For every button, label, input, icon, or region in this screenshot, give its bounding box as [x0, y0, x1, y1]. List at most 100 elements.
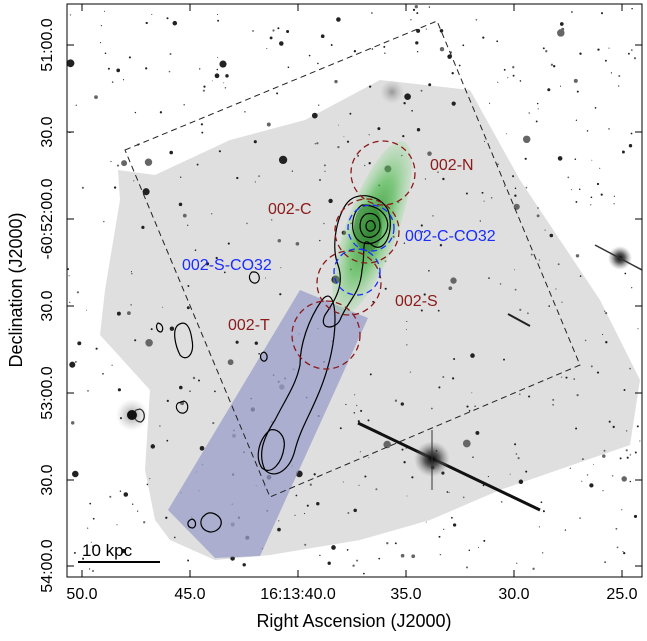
star — [608, 128, 610, 130]
star — [100, 25, 103, 27]
star — [602, 454, 606, 458]
star — [211, 80, 213, 82]
star — [265, 277, 267, 279]
star — [142, 188, 150, 196]
x-tick-label: 16:13:40.0 — [260, 586, 336, 603]
star — [67, 59, 75, 68]
star — [403, 102, 406, 105]
star — [597, 48, 600, 51]
star — [522, 135, 531, 144]
star — [451, 516, 453, 519]
star — [428, 6, 431, 8]
star — [447, 54, 452, 59]
star — [528, 112, 530, 114]
star — [199, 445, 205, 451]
star — [121, 160, 128, 167]
star — [555, 288, 557, 290]
star — [515, 562, 518, 565]
star — [89, 502, 92, 505]
star — [316, 142, 319, 145]
star — [500, 501, 503, 503]
star — [428, 83, 432, 87]
star — [576, 90, 579, 93]
star — [482, 36, 485, 39]
star — [483, 140, 486, 142]
star — [353, 50, 357, 53]
star — [182, 213, 187, 218]
star — [637, 328, 639, 330]
star — [613, 203, 615, 205]
star — [242, 563, 246, 567]
star — [277, 27, 280, 30]
star — [342, 481, 344, 483]
star — [199, 68, 201, 70]
star — [216, 68, 219, 71]
star — [202, 89, 205, 92]
star — [73, 551, 76, 554]
star — [576, 393, 579, 397]
star — [593, 463, 595, 465]
star — [499, 283, 502, 285]
star — [69, 14, 72, 16]
star — [254, 181, 256, 183]
star — [102, 372, 104, 375]
label-002-n: 002-N — [430, 157, 474, 174]
star — [604, 310, 606, 312]
star — [357, 420, 360, 423]
star — [414, 5, 418, 9]
star — [70, 421, 75, 425]
star — [411, 109, 413, 112]
star — [353, 412, 356, 414]
star — [514, 187, 517, 190]
label-002-t: 002-T — [228, 317, 270, 334]
star — [67, 268, 70, 271]
star — [146, 483, 149, 486]
star — [90, 541, 92, 543]
star — [605, 341, 608, 344]
star — [482, 484, 485, 487]
star — [569, 467, 571, 469]
star — [633, 57, 637, 60]
star — [462, 439, 471, 448]
star — [468, 549, 471, 552]
star — [439, 29, 444, 33]
star — [519, 80, 522, 82]
halpha-core — [354, 204, 382, 252]
star — [132, 503, 134, 505]
star — [359, 451, 362, 453]
star — [420, 89, 423, 92]
star — [236, 176, 239, 180]
star — [116, 311, 121, 316]
star — [602, 333, 604, 335]
star — [537, 108, 539, 110]
region-circle-s — [316, 250, 382, 316]
star — [123, 492, 129, 497]
co32-circle-c — [347, 204, 395, 252]
star — [113, 186, 117, 189]
star — [631, 287, 633, 289]
star — [432, 215, 434, 217]
star — [224, 86, 227, 89]
star — [201, 131, 204, 134]
star — [364, 475, 367, 478]
star — [169, 150, 173, 155]
y-tick-label: 51:00.0 — [39, 18, 56, 71]
star — [225, 74, 229, 78]
star — [131, 272, 133, 275]
star — [258, 352, 260, 355]
star — [254, 341, 258, 345]
star — [85, 309, 88, 311]
star — [217, 19, 220, 22]
star — [420, 224, 423, 227]
star — [384, 287, 387, 290]
star — [627, 52, 630, 55]
star — [178, 385, 183, 390]
star — [509, 473, 511, 475]
star — [368, 162, 371, 165]
star — [346, 549, 349, 551]
star — [513, 203, 520, 210]
star — [159, 425, 161, 427]
star — [187, 224, 189, 226]
star — [421, 230, 424, 233]
y-tick-label: 30.0 — [39, 464, 56, 495]
